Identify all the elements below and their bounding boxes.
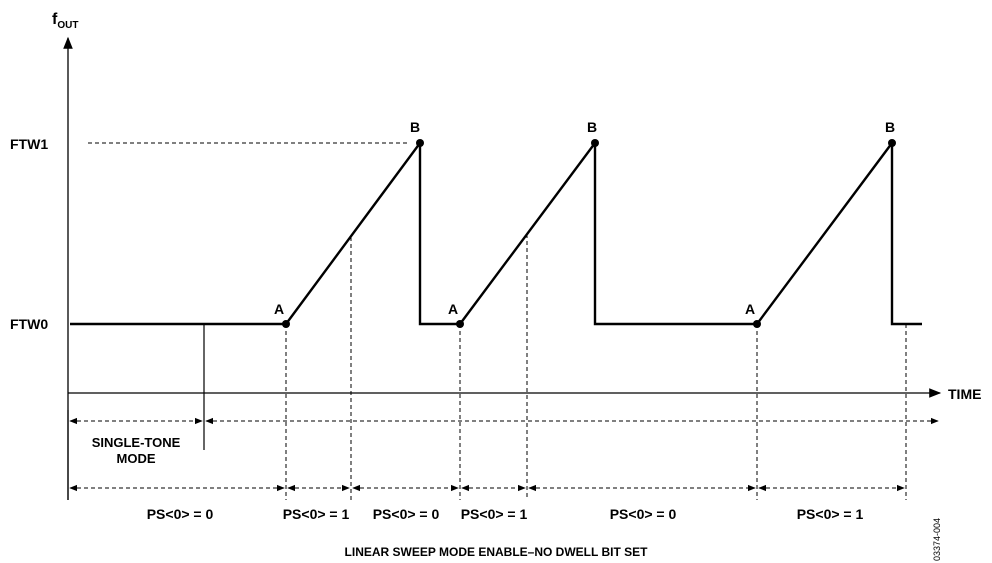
point-b-label: B [410,119,420,135]
point-b-label: B [885,119,895,135]
point-a-label: A [448,301,458,317]
point-b-marker [591,139,599,147]
figure-caption: LINEAR SWEEP MODE ENABLE–NO DWELL BIT SE… [345,545,649,559]
ftw1-label: FTW1 [10,136,48,152]
single-tone-label: MODE [117,451,156,466]
point-b-marker [888,139,896,147]
ftw0-label: FTW0 [10,316,48,332]
output-frequency-waveform [70,139,922,326]
ps-label: PS<0> = 0 [147,506,214,522]
ps-label: PS<0> = 0 [610,506,677,522]
point-b-label: B [587,119,597,135]
single-tone-label: SINGLE-TONE [92,435,181,450]
point-a-label: A [745,301,755,317]
time-axis-label: TIME [948,386,981,402]
ps-label: PS<0> = 0 [373,506,440,522]
ps-label: PS<0> = 1 [461,506,528,522]
ps-label: PS<0> = 1 [797,506,864,522]
point-a-label: A [274,301,284,317]
ps-label: PS<0> = 1 [283,506,350,522]
point-b-marker [416,139,424,147]
figure-id: 03374-004 [932,518,942,561]
y-axis-label: fOUT [52,11,78,31]
